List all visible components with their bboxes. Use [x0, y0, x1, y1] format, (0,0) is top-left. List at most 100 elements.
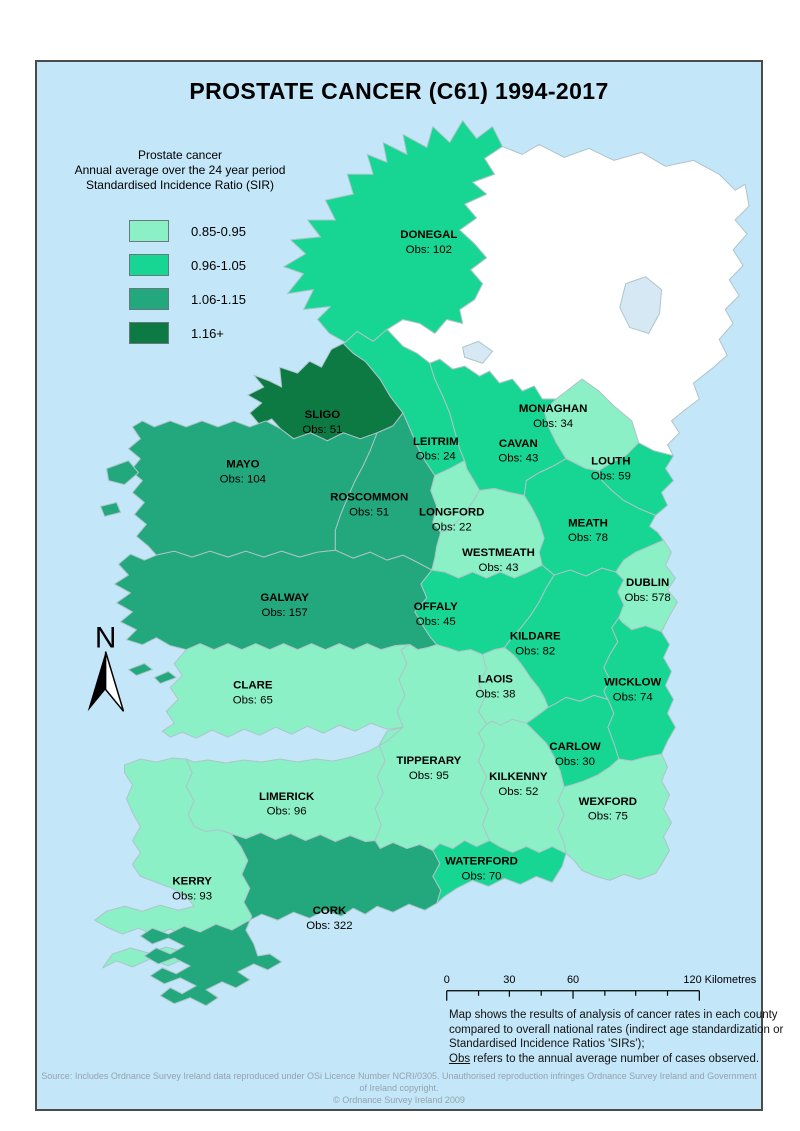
- county-label-name: MAYO: [226, 459, 259, 471]
- legend-swatch: [129, 288, 169, 310]
- county-label-name: KERRY: [172, 875, 212, 887]
- county-label-name: MONAGHAN: [519, 403, 588, 415]
- legend-class-label: 0.85-0.95: [191, 223, 246, 239]
- legend-swatch: [129, 220, 169, 242]
- county-label-obs: Obs: 75: [588, 811, 628, 823]
- county-label-name: LEITRIM: [413, 436, 459, 448]
- county-label-obs: Obs: 51: [302, 424, 342, 436]
- county-label-name: CAVAN: [499, 438, 538, 450]
- lough-erne: [462, 340, 493, 364]
- legend-heading: Prostate cancer Annual average over the …: [55, 148, 305, 193]
- legend-row: 0.96-1.05: [129, 248, 246, 282]
- county-label-name: CORK: [313, 905, 347, 917]
- notes-line: Map shows the results of analysis of can…: [449, 1009, 778, 1021]
- achill-island: [106, 460, 139, 486]
- legend-row: 0.85-0.95: [129, 214, 246, 248]
- county-label-obs: Obs: 22: [432, 521, 472, 533]
- notes-line: Obs refers to the annual average number …: [449, 1052, 789, 1067]
- county-label-name: WESTMEATH: [462, 547, 535, 559]
- legend-swatch: [129, 322, 169, 344]
- county-label-name: LAOIS: [478, 673, 513, 685]
- county-label-name: KILKENNY: [489, 771, 548, 783]
- legend-row: 1.16+: [129, 316, 246, 350]
- county-label-name: TIPPERARY: [396, 755, 461, 767]
- county-label-obs: Obs: 51: [349, 506, 389, 518]
- notes-line: compared to overall national rates (indi…: [449, 1023, 784, 1036]
- county-donegal: [283, 120, 503, 343]
- legend-class-label: 0.96-1.05: [191, 257, 246, 273]
- county-label-obs: Obs: 65: [233, 694, 273, 706]
- county-wexford: [557, 753, 672, 881]
- county-kerry: [94, 757, 259, 969]
- county-label-obs: Obs: 59: [591, 471, 631, 483]
- county-label-name: KILDARE: [510, 631, 561, 643]
- aran-island-1: [127, 663, 153, 676]
- county-waterford: [432, 840, 567, 904]
- scale-tick-0: 0: [444, 974, 450, 986]
- scale-tick-60: 60: [567, 974, 579, 986]
- county-label-name: CARLOW: [549, 741, 601, 753]
- county-label-obs: Obs: 34: [533, 418, 574, 430]
- county-label-obs: Obs: 24: [416, 451, 457, 463]
- county-label-obs: Obs: 322: [306, 920, 352, 932]
- county-cork: [139, 832, 442, 1007]
- county-label-name: WEXFORD: [579, 796, 637, 808]
- county-label-obs: Obs: 70: [462, 870, 502, 882]
- north-arrow: N: [87, 622, 125, 712]
- county-label-name: DONEGAL: [400, 229, 457, 241]
- county-label-name: DUBLIN: [626, 577, 669, 589]
- map-regions: [94, 120, 750, 1007]
- county-limerick: [185, 726, 404, 843]
- north-arrow-left-half: [87, 651, 106, 712]
- lough-neagh: [619, 276, 663, 334]
- county-label-obs: Obs: 45: [416, 616, 456, 628]
- county-label-name: MEATH: [568, 517, 608, 529]
- north-arrow-right-half: [104, 651, 125, 712]
- county-label-obs: Obs: 52: [498, 786, 538, 798]
- county-label-obs: Obs: 93: [172, 890, 212, 902]
- county-label-obs: Obs: 96: [267, 806, 307, 818]
- clare-island: [100, 501, 122, 517]
- aran-island-2: [153, 671, 177, 684]
- obs-term: Obs: [449, 1052, 471, 1065]
- county-label-obs: Obs: 102: [406, 244, 452, 256]
- legend-class-label: 1.16+: [191, 325, 224, 341]
- notes-line: Standardised Incidence Ratios 'SIRs');: [449, 1038, 645, 1050]
- county-clare: [161, 643, 411, 739]
- legend-class-label: 1.06-1.15: [191, 291, 246, 307]
- county-label-obs: Obs: 78: [568, 532, 608, 544]
- county-label-obs: Obs: 104: [220, 474, 267, 486]
- county-label-name: LONGFORD: [419, 506, 484, 518]
- map-footer: Source: Includes Ordnance Survey Ireland…: [37, 1070, 761, 1106]
- county-label-obs: Obs: 578: [624, 592, 670, 604]
- map-frame: N 0 30 60 120 Kilometres DONEGAL Obs: 102…: [35, 60, 783, 1111]
- county-label-obs: Obs: 30: [555, 756, 595, 768]
- obs-definition: refers to the annual average number of c…: [470, 1052, 760, 1065]
- legend-swatch: [129, 254, 169, 276]
- county-label-obs: Obs: 43: [498, 453, 538, 465]
- county-label-name: SLIGO: [305, 409, 341, 421]
- legend-heading-line: Annual average over the 24 year period: [74, 163, 286, 177]
- county-label-name: CLARE: [233, 679, 273, 691]
- county-label-obs: Obs: 157: [261, 607, 307, 619]
- county-labels: DONEGAL Obs: 102 SLIGO Obs: 51 LEITRIM Obs: 2…: [172, 229, 671, 932]
- footer-copyright-line: © Ordnance Survey Ireland 2009: [333, 1095, 465, 1105]
- county-label-obs: Obs: 43: [478, 562, 518, 574]
- legend: 0.85-0.95 0.96-1.05 1.06-1.15 1.16+: [129, 214, 246, 350]
- county-label-name: LIMERICK: [259, 791, 315, 803]
- county-label-name: OFFALY: [414, 601, 458, 613]
- county-label-obs: Obs: 38: [475, 688, 515, 700]
- county-label-obs: Obs: 82: [515, 646, 555, 658]
- north-arrow-label: N: [95, 622, 117, 655]
- county-label-obs: Obs: 95: [409, 770, 449, 782]
- county-label-name: WATERFORD: [445, 855, 518, 867]
- scale-end-label: 120 Kilometres: [683, 974, 756, 986]
- scale-bar: 0 30 60 120 Kilometres: [444, 974, 757, 1001]
- county-label-obs: Obs: 74: [613, 691, 654, 703]
- footer-source-line: Source: Includes Ordnance Survey Ireland…: [41, 1071, 757, 1093]
- map-title: PROSTATE CANCER (C61) 1994-2017: [189, 78, 609, 104]
- county-label-name: LOUTH: [591, 456, 630, 468]
- legend-heading-line: Prostate cancer: [137, 148, 223, 162]
- county-label-name: ROSCOMMON: [330, 491, 408, 503]
- legend-row: 1.06-1.15: [129, 282, 246, 316]
